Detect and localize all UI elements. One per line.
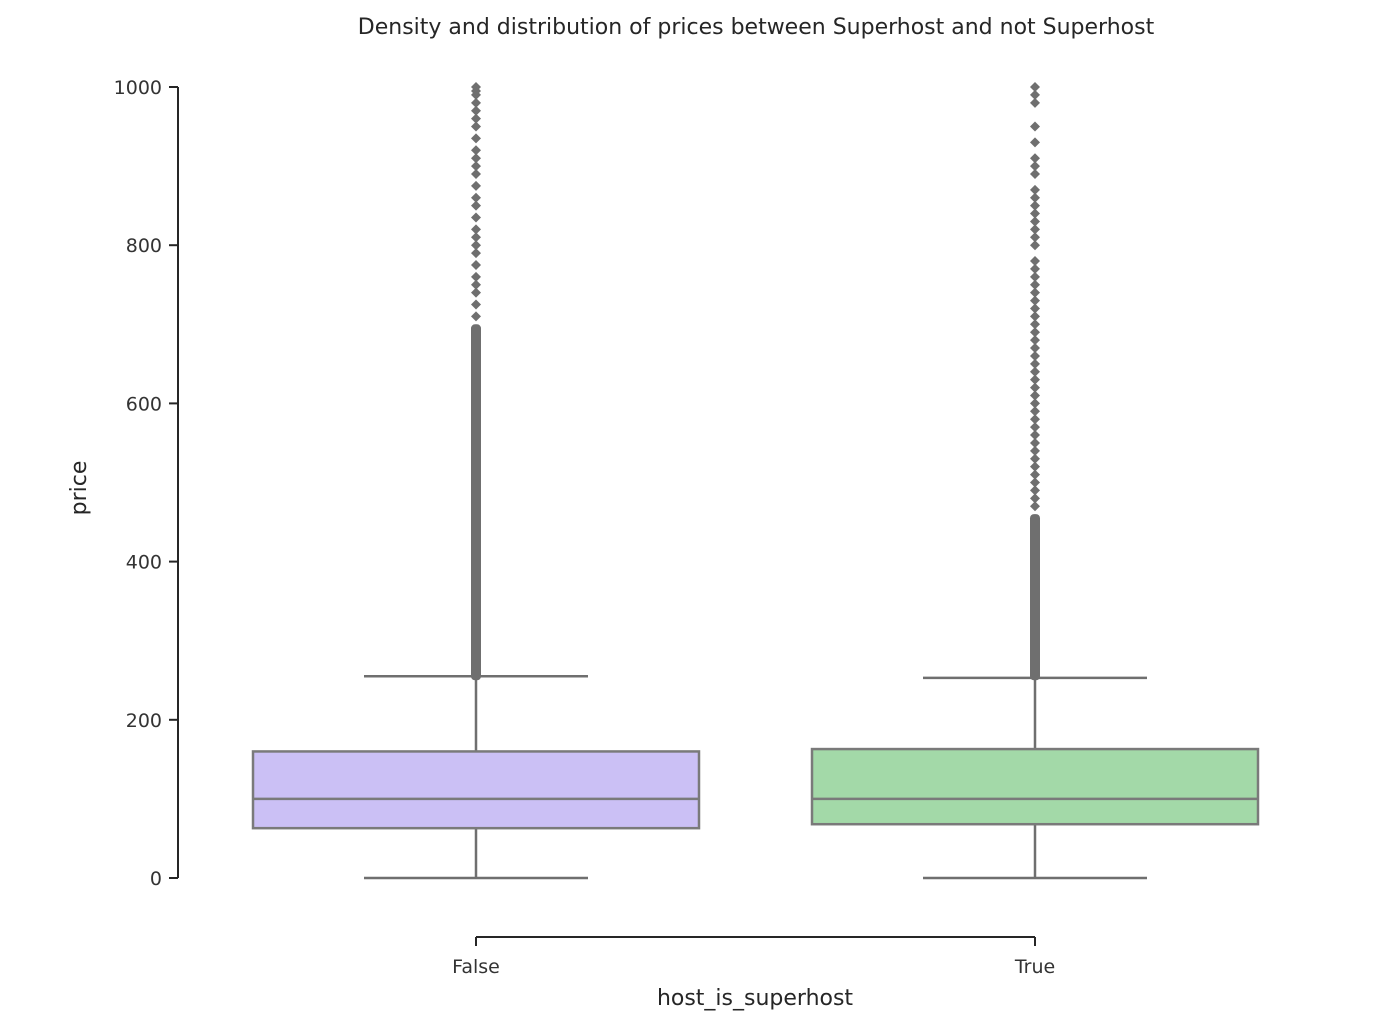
outlier-point xyxy=(471,200,481,211)
y-tick-label: 200 xyxy=(126,710,162,732)
box-true xyxy=(810,747,1260,826)
outlier-point xyxy=(1030,469,1040,480)
y-tick-label: 400 xyxy=(126,552,162,574)
plot-area: 0 200 400 600 800 1000 False True xyxy=(114,77,1260,978)
outlier-point xyxy=(471,212,481,223)
outlier-point xyxy=(471,153,481,164)
outlier-point xyxy=(1030,358,1040,369)
outlier-point xyxy=(471,121,481,132)
y-tick-label: 800 xyxy=(126,235,162,257)
outlier-point xyxy=(1030,271,1040,282)
outlier-point xyxy=(471,180,481,191)
outlier-point xyxy=(1030,501,1040,512)
outlier-point xyxy=(471,311,481,322)
outlier-point xyxy=(1030,453,1040,464)
outlier-point xyxy=(1030,343,1040,354)
outlier-point xyxy=(1030,414,1040,425)
outlier-point xyxy=(1030,279,1040,290)
outlier-point xyxy=(471,248,481,259)
outlier-point xyxy=(1030,256,1040,267)
outlier-point xyxy=(471,271,481,282)
outlier-point xyxy=(1030,350,1040,361)
x-tick-label: False xyxy=(452,956,500,978)
outlier-point xyxy=(1030,366,1040,377)
outlier-band xyxy=(471,324,481,681)
y-tick-label: 1000 xyxy=(114,77,162,99)
outlier-point xyxy=(1030,121,1040,132)
outlier-point xyxy=(471,224,481,235)
outlier-point xyxy=(471,240,481,251)
outlier-band xyxy=(1030,514,1040,681)
outlier-point xyxy=(471,287,481,298)
outlier-point xyxy=(1030,216,1040,227)
outlier-point xyxy=(1030,303,1040,314)
outlier-point xyxy=(1030,390,1040,401)
outlier-point xyxy=(471,105,481,116)
outlier-point xyxy=(471,169,481,180)
outlier-point xyxy=(1030,295,1040,306)
outlier-point xyxy=(1030,200,1040,211)
outlier-point xyxy=(1030,184,1040,195)
outlier-point xyxy=(1030,382,1040,393)
outlier-point xyxy=(1030,422,1040,433)
outlier-point xyxy=(1030,192,1040,203)
outlier-point xyxy=(471,232,481,243)
chart-title: Density and distribution of prices betwe… xyxy=(358,15,1155,40)
outlier-point xyxy=(1030,319,1040,330)
outlier-point xyxy=(471,133,481,144)
outlier-point xyxy=(471,145,481,156)
outlier-point xyxy=(1030,445,1040,456)
outlier-point xyxy=(1030,153,1040,164)
y-axis-label: price xyxy=(67,461,92,516)
outlier-point xyxy=(1030,82,1040,92)
outlier-point xyxy=(1030,89,1040,100)
outlier-point xyxy=(1030,406,1040,417)
outlier-point xyxy=(1030,161,1040,172)
outlier-point xyxy=(471,192,481,203)
outlier-point xyxy=(1030,477,1040,488)
x-tick-label: True xyxy=(1014,956,1055,978)
outlier-point xyxy=(471,82,481,92)
outlier-point xyxy=(1030,208,1040,219)
outlier-point xyxy=(1030,224,1040,235)
outlier-point xyxy=(471,97,481,108)
outlier-point xyxy=(1030,437,1040,448)
box-false xyxy=(251,750,701,830)
outlier-point xyxy=(1030,398,1040,409)
y-tick-label: 600 xyxy=(126,393,162,415)
outlier-point xyxy=(1030,430,1040,441)
outlier-point xyxy=(1030,327,1040,338)
x-axis-label: host_is_superhost xyxy=(657,986,853,1011)
outlier-point xyxy=(1030,335,1040,346)
outlier-point xyxy=(1030,493,1040,504)
y-tick-label: 0 xyxy=(150,868,162,890)
outlier-point xyxy=(471,113,481,124)
outlier-point xyxy=(1030,97,1040,108)
outlier-point xyxy=(1030,240,1040,251)
outlier-point xyxy=(1030,485,1040,496)
outlier-point xyxy=(471,279,481,290)
outlier-point xyxy=(1030,461,1040,472)
outlier-point xyxy=(1030,232,1040,243)
outlier-point xyxy=(471,259,481,270)
outlier-point xyxy=(1030,374,1040,385)
outlier-point xyxy=(1030,263,1040,274)
outlier-point xyxy=(1030,169,1040,180)
outlier-point xyxy=(1030,311,1040,322)
outlier-point xyxy=(471,299,481,310)
outlier-point xyxy=(1030,287,1040,298)
outlier-point xyxy=(1030,137,1040,148)
outlier-point xyxy=(471,161,481,172)
